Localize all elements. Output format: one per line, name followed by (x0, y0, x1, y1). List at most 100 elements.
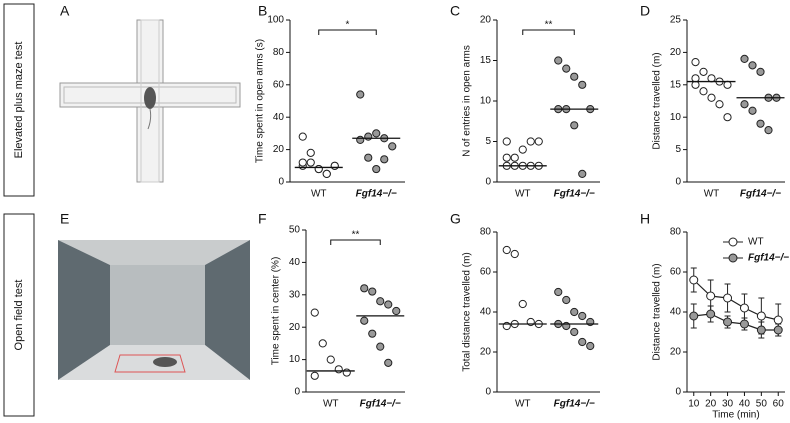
y-tick-label: 10 (289, 354, 301, 365)
y-tick-label: 80 (273, 47, 285, 58)
legend-marker (728, 253, 738, 263)
point (723, 293, 733, 303)
dot (364, 132, 373, 141)
y-tick-label: 25 (670, 15, 682, 26)
x-tick-label: Fgf14−/− (740, 189, 781, 200)
legend-marker (728, 237, 738, 247)
dot (298, 158, 307, 167)
point (756, 311, 766, 321)
dot (534, 137, 543, 146)
dot (578, 337, 587, 347)
y-tick-label: 20 (480, 347, 492, 358)
row-label-box (3, 3, 35, 417)
y-tick-label: 0 (278, 177, 284, 188)
dot (699, 67, 708, 76)
dot (715, 100, 724, 109)
y-axis-label: Distance travelled (m) (652, 52, 663, 149)
dot (372, 164, 381, 174)
dot (699, 87, 708, 96)
dot (723, 113, 732, 122)
y-tick-label: 20 (273, 144, 285, 155)
dot (723, 80, 732, 89)
point (706, 291, 716, 301)
dot (691, 74, 700, 83)
dot (388, 142, 397, 151)
dot (306, 158, 315, 167)
dot (518, 145, 527, 154)
y-tick-label: 80 (670, 227, 682, 238)
dot (510, 249, 519, 259)
y-tick-label: 10 (670, 112, 682, 123)
panel-label: H (640, 211, 650, 227)
y-tick-label: 80 (480, 227, 492, 238)
row-label: Open field test (13, 280, 25, 351)
dot (384, 300, 393, 309)
y-tick-label: 60 (670, 267, 682, 278)
y-axis-label: Distance travelled (m) (652, 263, 663, 360)
y-tick-label: 0 (485, 387, 491, 398)
point (739, 319, 749, 329)
x-tick-label: WT (311, 189, 327, 200)
y-tick-label: 15 (670, 79, 682, 90)
dot (740, 54, 749, 63)
panel-label: D (640, 3, 650, 19)
dot (526, 137, 535, 146)
dot (310, 371, 319, 380)
dot (570, 121, 579, 130)
dot (318, 339, 327, 348)
significance-bracket (318, 29, 377, 35)
dot (578, 80, 587, 89)
y-tick-label: 60 (480, 267, 492, 278)
dot (502, 137, 511, 146)
dot (562, 64, 571, 73)
y-tick-label: 60 (273, 79, 285, 90)
panel-label: A (60, 3, 70, 19)
x-tick-label: 10 (688, 399, 700, 410)
dot (368, 287, 377, 296)
point (773, 325, 783, 335)
legend-label: WT (748, 237, 764, 248)
y-tick-label: 20 (670, 47, 682, 58)
dot (554, 287, 563, 297)
open-field-illustration (58, 240, 250, 380)
y-axis-label: Total distance travelled (m) (462, 252, 473, 372)
dot (764, 126, 773, 135)
dot (510, 153, 519, 162)
x-tick-label: 30 (722, 399, 734, 410)
dot (518, 299, 527, 309)
dot (570, 72, 579, 81)
plus-maze-illustration (59, 19, 241, 183)
dot (748, 61, 757, 70)
dot (306, 148, 315, 157)
x-tick-label: 60 (773, 399, 785, 410)
point (689, 275, 699, 285)
dot (342, 368, 351, 377)
dot (756, 119, 765, 128)
dot (748, 106, 757, 115)
dot (372, 129, 381, 138)
x-tick-label: 40 (739, 399, 751, 410)
panel-label: C (450, 3, 460, 19)
x-tick-label: WT (515, 399, 531, 410)
x-tick-label: Fgf14−/− (554, 189, 595, 200)
dot (326, 355, 335, 364)
point (723, 317, 733, 327)
y-axis-label: Time spent in open arms (s) (255, 39, 266, 163)
dot (707, 74, 716, 83)
dot (380, 155, 389, 164)
y-tick-label: 5 (675, 144, 681, 155)
dot (691, 58, 700, 67)
y-tick-label: 20 (480, 15, 492, 26)
y-tick-label: 15 (480, 55, 492, 66)
dot (310, 308, 319, 317)
dot (562, 295, 571, 305)
point (756, 325, 766, 335)
dot (314, 164, 323, 174)
dot (502, 153, 511, 162)
dot (322, 169, 331, 178)
significance-label: ** (545, 20, 553, 31)
dot (356, 135, 365, 144)
panel-label: G (450, 211, 461, 227)
y-tick-label: 0 (485, 177, 491, 188)
